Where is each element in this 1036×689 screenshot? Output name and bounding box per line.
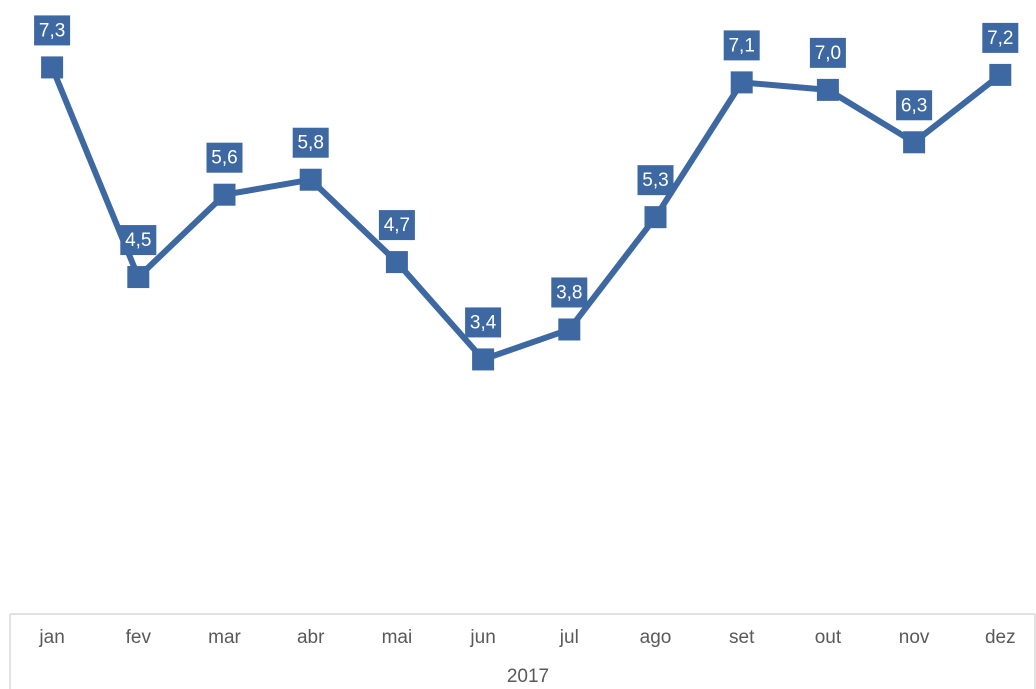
x-tick-label: nov (899, 627, 930, 648)
x-tick-label: mar (208, 627, 241, 648)
data-label: 7,3 (39, 20, 65, 41)
data-label-box (723, 30, 760, 61)
x-tick-label: out (815, 627, 842, 648)
data-label-box (378, 210, 415, 241)
data-label: 4,7 (384, 215, 410, 236)
x-tick-label: jul (559, 627, 579, 648)
marker (299, 168, 322, 191)
data-label-box (982, 22, 1019, 53)
data-label: 3,4 (470, 312, 497, 333)
marker (127, 266, 150, 289)
marker (989, 63, 1012, 86)
x-tick-label: jan (38, 627, 64, 648)
data-label-box (292, 127, 329, 158)
x-tick-label: jun (469, 627, 495, 648)
data-label-box (206, 142, 243, 173)
data-label: 5,3 (642, 170, 668, 191)
marker (816, 78, 839, 101)
line (49, 66, 1003, 363)
marker (558, 318, 581, 341)
data-label-box (637, 165, 674, 196)
data-label-box (465, 307, 502, 338)
x-tick-label: fev (126, 627, 152, 648)
x-group-label: 2017 (507, 666, 549, 687)
marker (730, 71, 753, 94)
data-label: 7,2 (987, 28, 1013, 49)
data-label-box (551, 277, 588, 308)
data-label-box (809, 37, 846, 68)
marker (472, 348, 495, 371)
data-label: 5,6 (211, 148, 237, 169)
data-label: 5,8 (297, 133, 323, 154)
data-label-box (896, 90, 933, 121)
data-label: 4,5 (125, 230, 151, 251)
x-tick-label: set (729, 627, 755, 648)
data-label: 3,8 (556, 282, 582, 303)
data-label: 6,3 (901, 95, 927, 116)
data-label: 7,1 (728, 35, 754, 56)
x-tick-label: mai (382, 627, 413, 648)
data-label-box (120, 225, 157, 256)
x-tick-label: abr (297, 627, 325, 648)
data-label: 7,0 (815, 43, 841, 64)
marker (903, 131, 926, 154)
marker (385, 251, 408, 274)
marker (644, 206, 667, 229)
marker (213, 183, 236, 206)
x-tick-label: ago (640, 627, 672, 648)
marker (41, 56, 64, 79)
x-tick-label: dez (985, 627, 1016, 648)
data-label-box (34, 15, 71, 46)
